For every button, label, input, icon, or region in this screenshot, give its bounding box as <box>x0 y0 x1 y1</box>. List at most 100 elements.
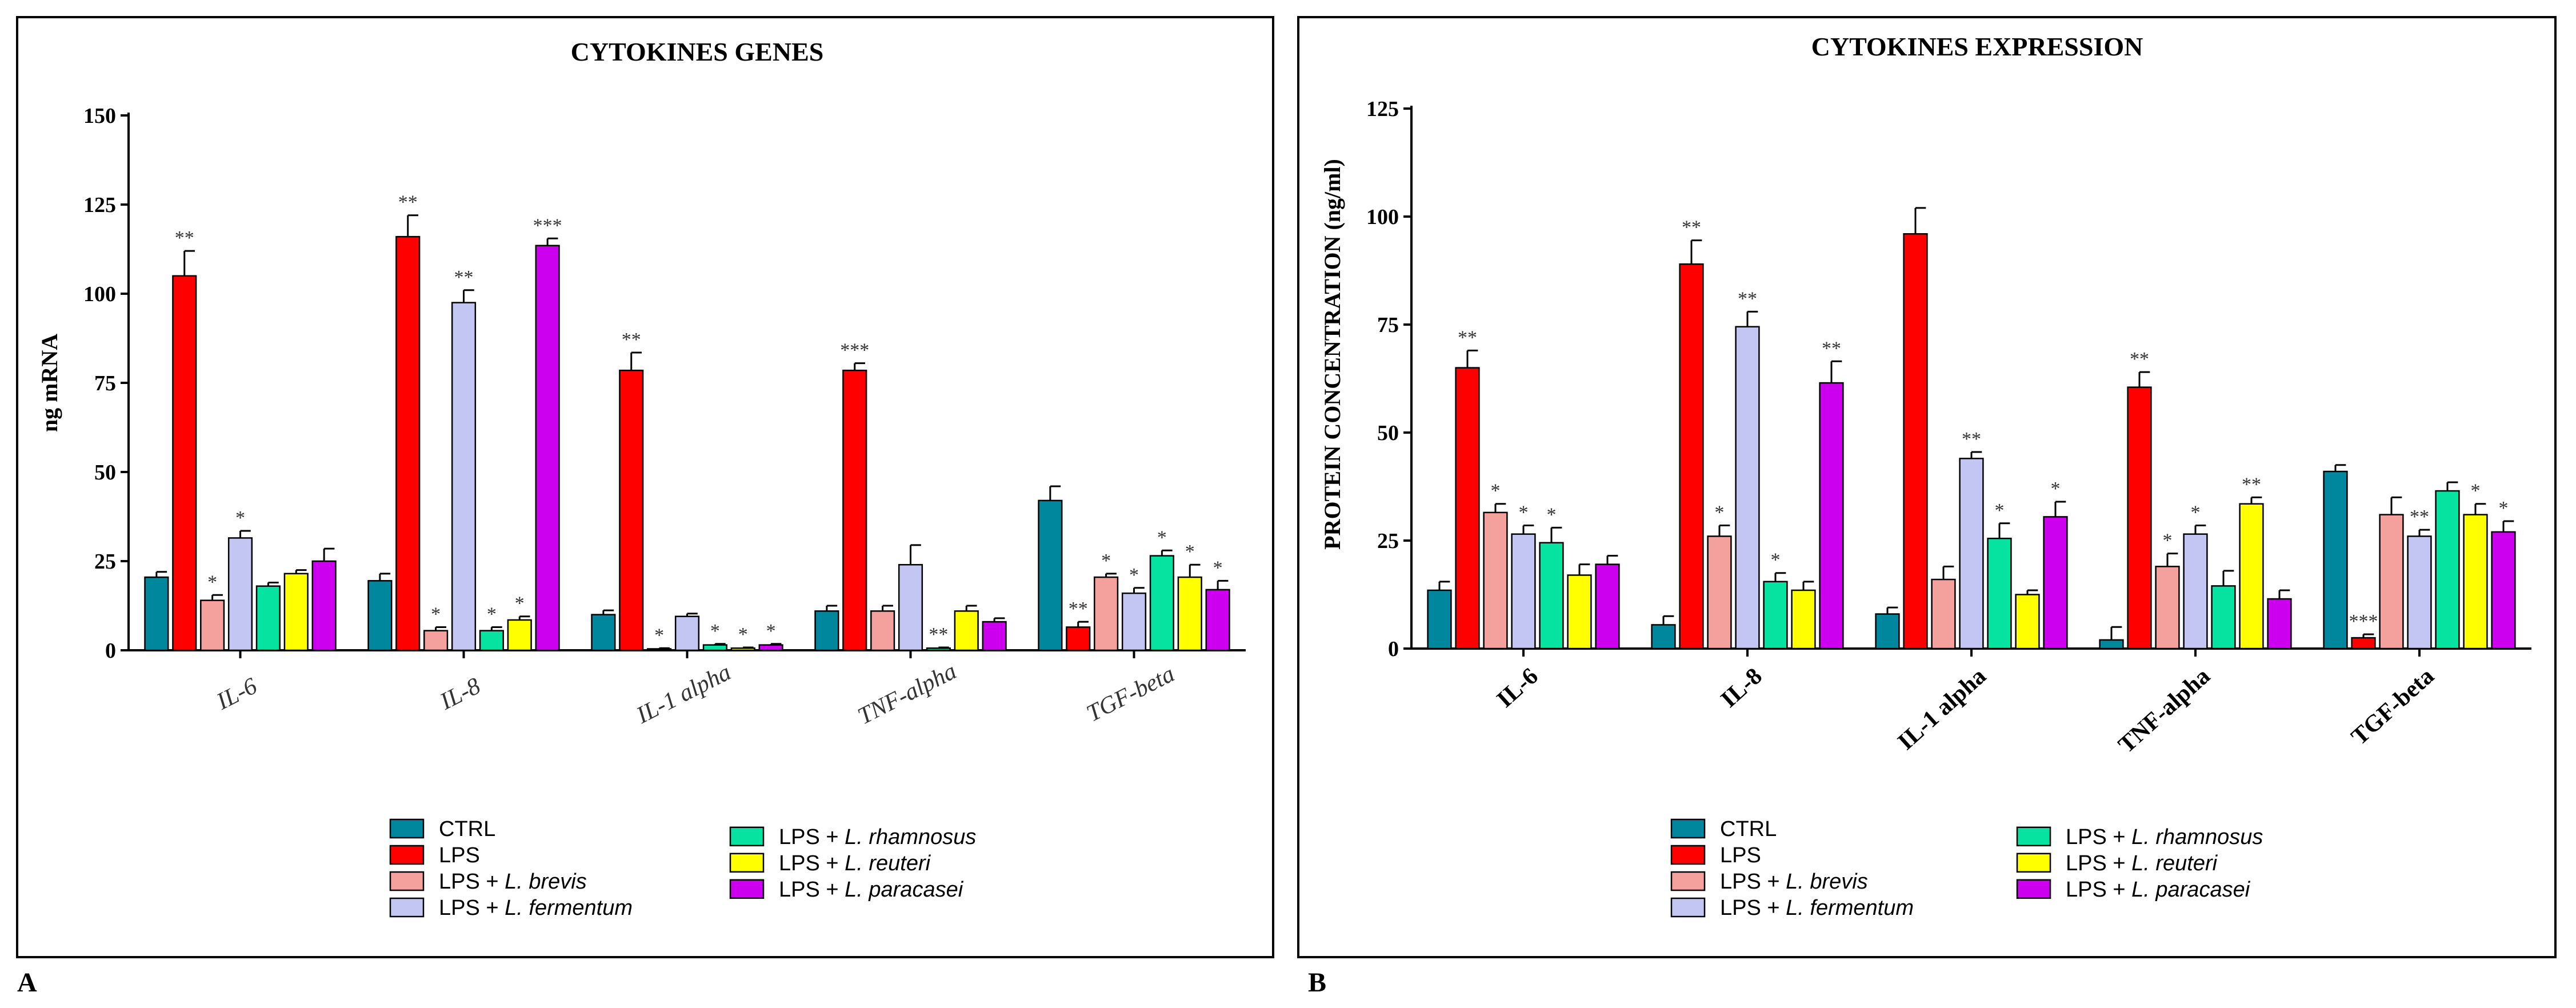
bar <box>1205 589 1230 651</box>
bar <box>758 644 783 651</box>
legend-label-prefix: LPS + <box>2066 878 2131 902</box>
bar <box>2267 598 2292 650</box>
bar <box>591 614 616 651</box>
legend-label-prefix: LPS + <box>779 851 845 875</box>
significance-label: * <box>1157 527 1167 548</box>
significance-label: * <box>431 603 441 625</box>
significance-label: ** <box>622 329 641 350</box>
panel-b: CYTOKINES EXPRESSION PROTEIN CONCENTRATIO… <box>1297 16 2557 998</box>
legend-label: LPS + L. brevis <box>1720 870 1868 894</box>
bar <box>1903 233 1928 650</box>
legend-swatch <box>389 818 425 839</box>
bar <box>1679 263 1704 650</box>
significance-label: ** <box>2410 506 2429 527</box>
bar <box>898 563 923 651</box>
x-tick-label: TNF-alpha <box>2113 663 2215 758</box>
bar <box>842 369 867 651</box>
bar <box>982 621 1007 651</box>
legend-swatch <box>389 845 425 865</box>
significance-label: * <box>1185 541 1195 562</box>
significance-label: ** <box>1458 327 1477 348</box>
legend-label: CTRL <box>439 817 495 841</box>
significance-label: *** <box>533 215 562 236</box>
legend-swatch <box>1670 818 1706 839</box>
significance-label: ** <box>2130 349 2149 370</box>
bar <box>1511 533 1536 650</box>
significance-label: * <box>515 593 525 614</box>
bar <box>2491 531 2516 650</box>
y-tick-label: 100 <box>1366 205 1399 229</box>
bar <box>2099 639 2124 650</box>
bar <box>2379 514 2404 650</box>
chart-title: CYTOKINES GENES <box>571 37 824 66</box>
bar <box>1539 542 1564 650</box>
y-tick-label: 25 <box>1377 529 1399 553</box>
legend-label: LPS + L. fermentum <box>1720 896 1914 920</box>
legend-label-species: L. paracasei <box>2131 878 2251 902</box>
legend-label-prefix: LPS + <box>2066 851 2131 875</box>
bar <box>2015 594 2040 650</box>
bar <box>451 302 477 651</box>
legend-label-species: L. fermentum <box>505 896 633 920</box>
panel-frame <box>1297 16 2557 958</box>
significance-label: ** <box>175 227 194 249</box>
x-tick-label: IL-6 <box>1492 663 1543 713</box>
legend-label-prefix: LPS + <box>779 878 845 902</box>
bar <box>674 615 700 651</box>
y-axis-label: PROTEIN CONCENTRATION (ng/ml) <box>1319 159 1345 550</box>
significance-label: * <box>2191 502 2201 523</box>
bar <box>1987 537 2012 650</box>
legend-label-species: L. fermentum <box>1786 896 1914 920</box>
bar <box>2043 516 2068 650</box>
bar <box>283 573 309 651</box>
bar <box>870 610 895 651</box>
bar <box>1735 326 1760 650</box>
significance-label: * <box>2051 478 2061 499</box>
panel-letter: B <box>1308 967 1326 998</box>
y-tick-label: 100 <box>83 282 116 306</box>
legend-swatch <box>389 871 425 891</box>
bar <box>507 619 532 651</box>
bar <box>702 644 727 651</box>
legend-label-species: L. rhamnosus <box>2131 825 2263 849</box>
bar <box>814 610 839 651</box>
bar <box>730 647 755 651</box>
bar <box>1959 458 1984 650</box>
legend-swatch <box>2016 853 2051 873</box>
legend-swatch <box>389 897 425 918</box>
bar <box>1707 535 1732 650</box>
significance-label: * <box>1101 550 1111 571</box>
bar <box>1791 589 1816 650</box>
significance-label: * <box>654 625 664 646</box>
legend-label-prefix: CTRL <box>439 817 495 841</box>
significance-label: ** <box>2242 474 2261 495</box>
x-tick-label: IL-1 alpha <box>632 659 735 729</box>
significance-label: ** <box>398 192 418 213</box>
bar <box>1651 624 1676 650</box>
legend-label-species: L. paracasei <box>845 878 964 902</box>
legend-label: LPS + L. rhamnosus <box>779 825 976 849</box>
legend-label-prefix: LPS <box>1720 843 1761 867</box>
x-tick-label: TGF-beta <box>1082 661 1178 727</box>
bar <box>2463 514 2488 650</box>
bar <box>1121 592 1147 651</box>
bar <box>395 235 421 651</box>
y-tick-label: 75 <box>94 371 116 395</box>
y-tick-label: 0 <box>105 639 116 663</box>
significance-label: ** <box>929 624 948 645</box>
bar <box>2183 533 2208 650</box>
x-tick-label: IL-1 alpha <box>1893 663 1991 755</box>
bar <box>1066 626 1091 651</box>
bar <box>172 275 197 651</box>
x-tick-label: IL-8 <box>1716 663 1767 713</box>
legend-label-species: L. rhamnosus <box>845 825 976 849</box>
y-tick-label: 50 <box>1377 421 1399 445</box>
significance-label: * <box>1519 502 1529 523</box>
significance-label: *** <box>840 340 869 361</box>
legend-label: LPS + L. fermentum <box>439 896 633 920</box>
bar <box>1094 576 1119 651</box>
panel-a: CYTOKINES GENES ng mRNA A 0 25 50 75 100 125 150 I… <box>16 16 1274 998</box>
bar <box>1427 589 1452 650</box>
